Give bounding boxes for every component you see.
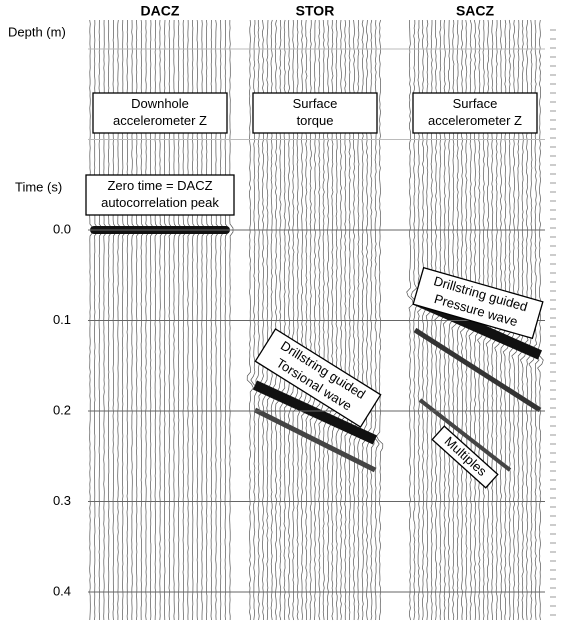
pressure-note-box — [412, 266, 544, 340]
multiples-band — [418, 398, 512, 472]
multiples-note-box — [431, 425, 499, 489]
panel-label: accelerometer Z — [428, 113, 522, 128]
time-tick-label: 0.4 — [53, 583, 71, 598]
panel-label: torque — [297, 113, 334, 128]
panel-title: STOR — [296, 3, 335, 19]
torsional-note-box — [254, 328, 382, 428]
time-tick-label: 0.1 — [53, 312, 71, 327]
overlay: Depth (m) Time (s) 0.0 0.1 0.2 0.3 0.4 DACZ Down… — [8, 3, 544, 598]
panel-label-box — [412, 92, 538, 134]
pressure-band — [413, 327, 542, 413]
depth-label: Depth (m) — [8, 24, 66, 39]
panel-label: accelerometer Z — [113, 113, 207, 128]
zero-time-note-box — [85, 174, 235, 216]
torsional-band — [253, 407, 377, 473]
time-tick-label: 0.3 — [53, 493, 71, 508]
panel-title: SACZ — [456, 3, 495, 19]
panel-label: Surface — [293, 96, 338, 111]
panel-label: Downhole — [131, 96, 189, 111]
panel-label: Surface — [453, 96, 498, 111]
time-label: Time (s) — [15, 179, 62, 194]
zero-time-note: Zero time = DACZ — [107, 178, 212, 193]
time-tick-label: 0.2 — [53, 402, 71, 417]
zero-time-note: autocorrelation peak — [101, 195, 219, 210]
time-tick-label: 0.0 — [53, 221, 71, 236]
torsional-band — [252, 380, 378, 445]
panel-title: DACZ — [141, 3, 180, 19]
panel-label-box — [92, 92, 228, 134]
panel-label-box — [252, 92, 378, 134]
